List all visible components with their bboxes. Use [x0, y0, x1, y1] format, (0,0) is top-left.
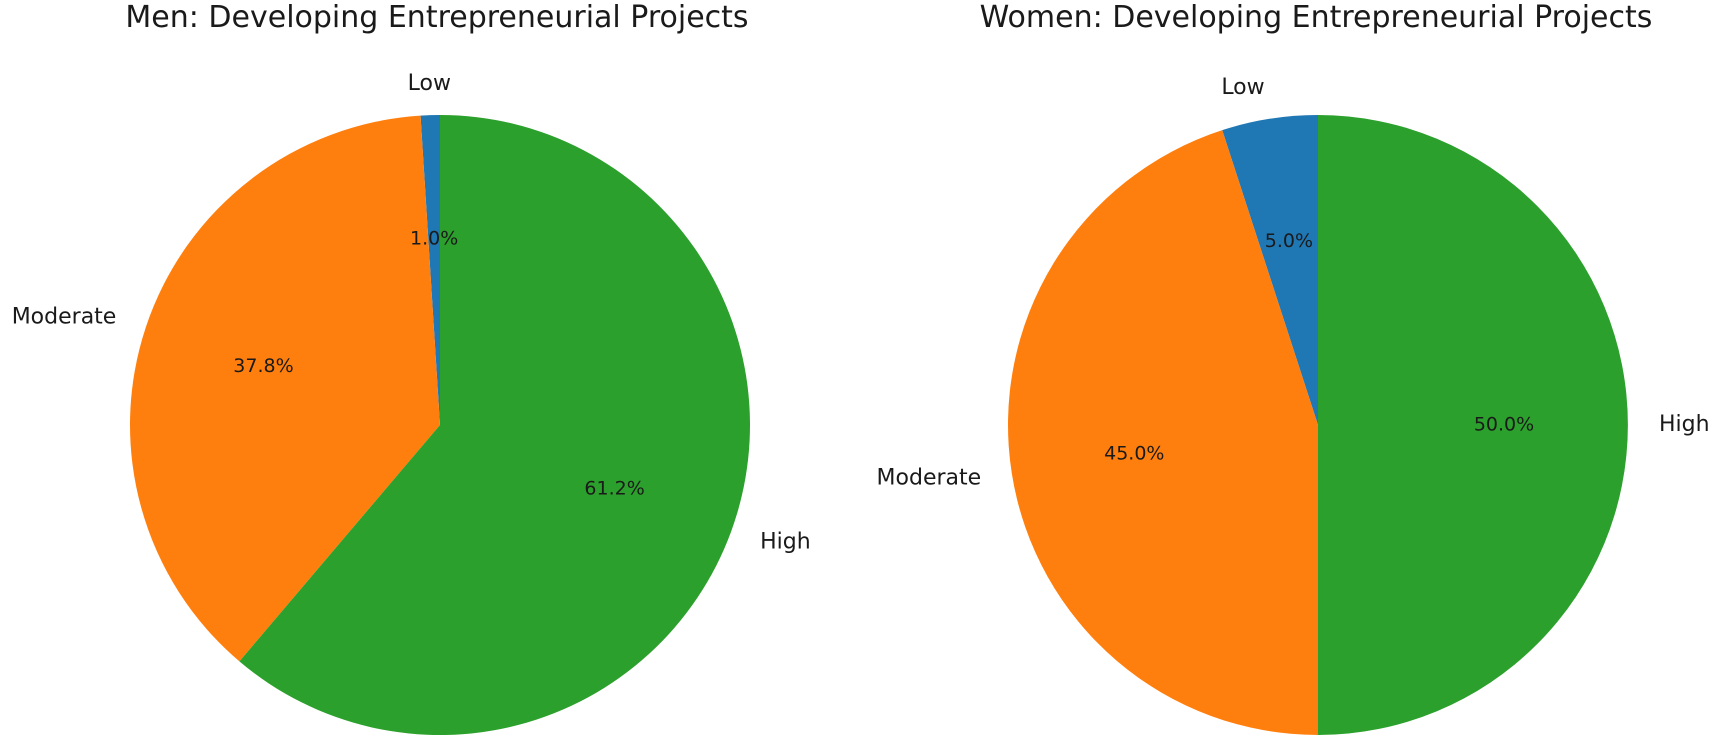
women-slice-moderate	[1008, 130, 1318, 735]
women-category-label-high: High	[1659, 412, 1710, 437]
women-percent-label-high: 50.0%	[1474, 414, 1534, 436]
men-category-label-high: High	[760, 530, 811, 555]
men-pie-chart: Men: Developing Entrepreneurial Projects…	[12, 0, 811, 736]
men-pie-labels: Low 1.0% Moderate 37.8% High 61.2%	[12, 71, 811, 554]
men-category-label-low: Low	[408, 71, 451, 96]
women-slice-high	[1318, 115, 1628, 735]
men-category-label-moderate: Moderate	[12, 305, 117, 330]
men-slice-moderate	[130, 115, 440, 662]
men-pie-slices	[130, 115, 750, 736]
men-percent-label-high: 61.2%	[584, 478, 644, 500]
women-pie-slices	[1008, 115, 1628, 735]
men-percent-label-low: 1.0%	[410, 228, 458, 250]
women-percent-label-moderate: 45.0%	[1104, 443, 1164, 465]
men-chart-title: Men: Developing Entrepreneurial Projects	[125, 0, 748, 35]
women-pie-chart: Women: Developing Entrepreneurial Projec…	[877, 0, 1710, 735]
women-chart-title: Women: Developing Entrepreneurial Projec…	[980, 0, 1653, 35]
men-slice-high	[239, 115, 750, 736]
women-percent-label-low: 5.0%	[1265, 230, 1313, 252]
men-slice-low	[420, 115, 440, 425]
men-percent-label-moderate: 37.8%	[233, 355, 293, 377]
women-slice-low	[1222, 115, 1318, 425]
women-category-label-low: Low	[1221, 75, 1264, 100]
women-category-label-moderate: Moderate	[877, 465, 982, 490]
women-pie-labels: Low 5.0% Moderate 45.0% High 50.0%	[877, 75, 1710, 490]
